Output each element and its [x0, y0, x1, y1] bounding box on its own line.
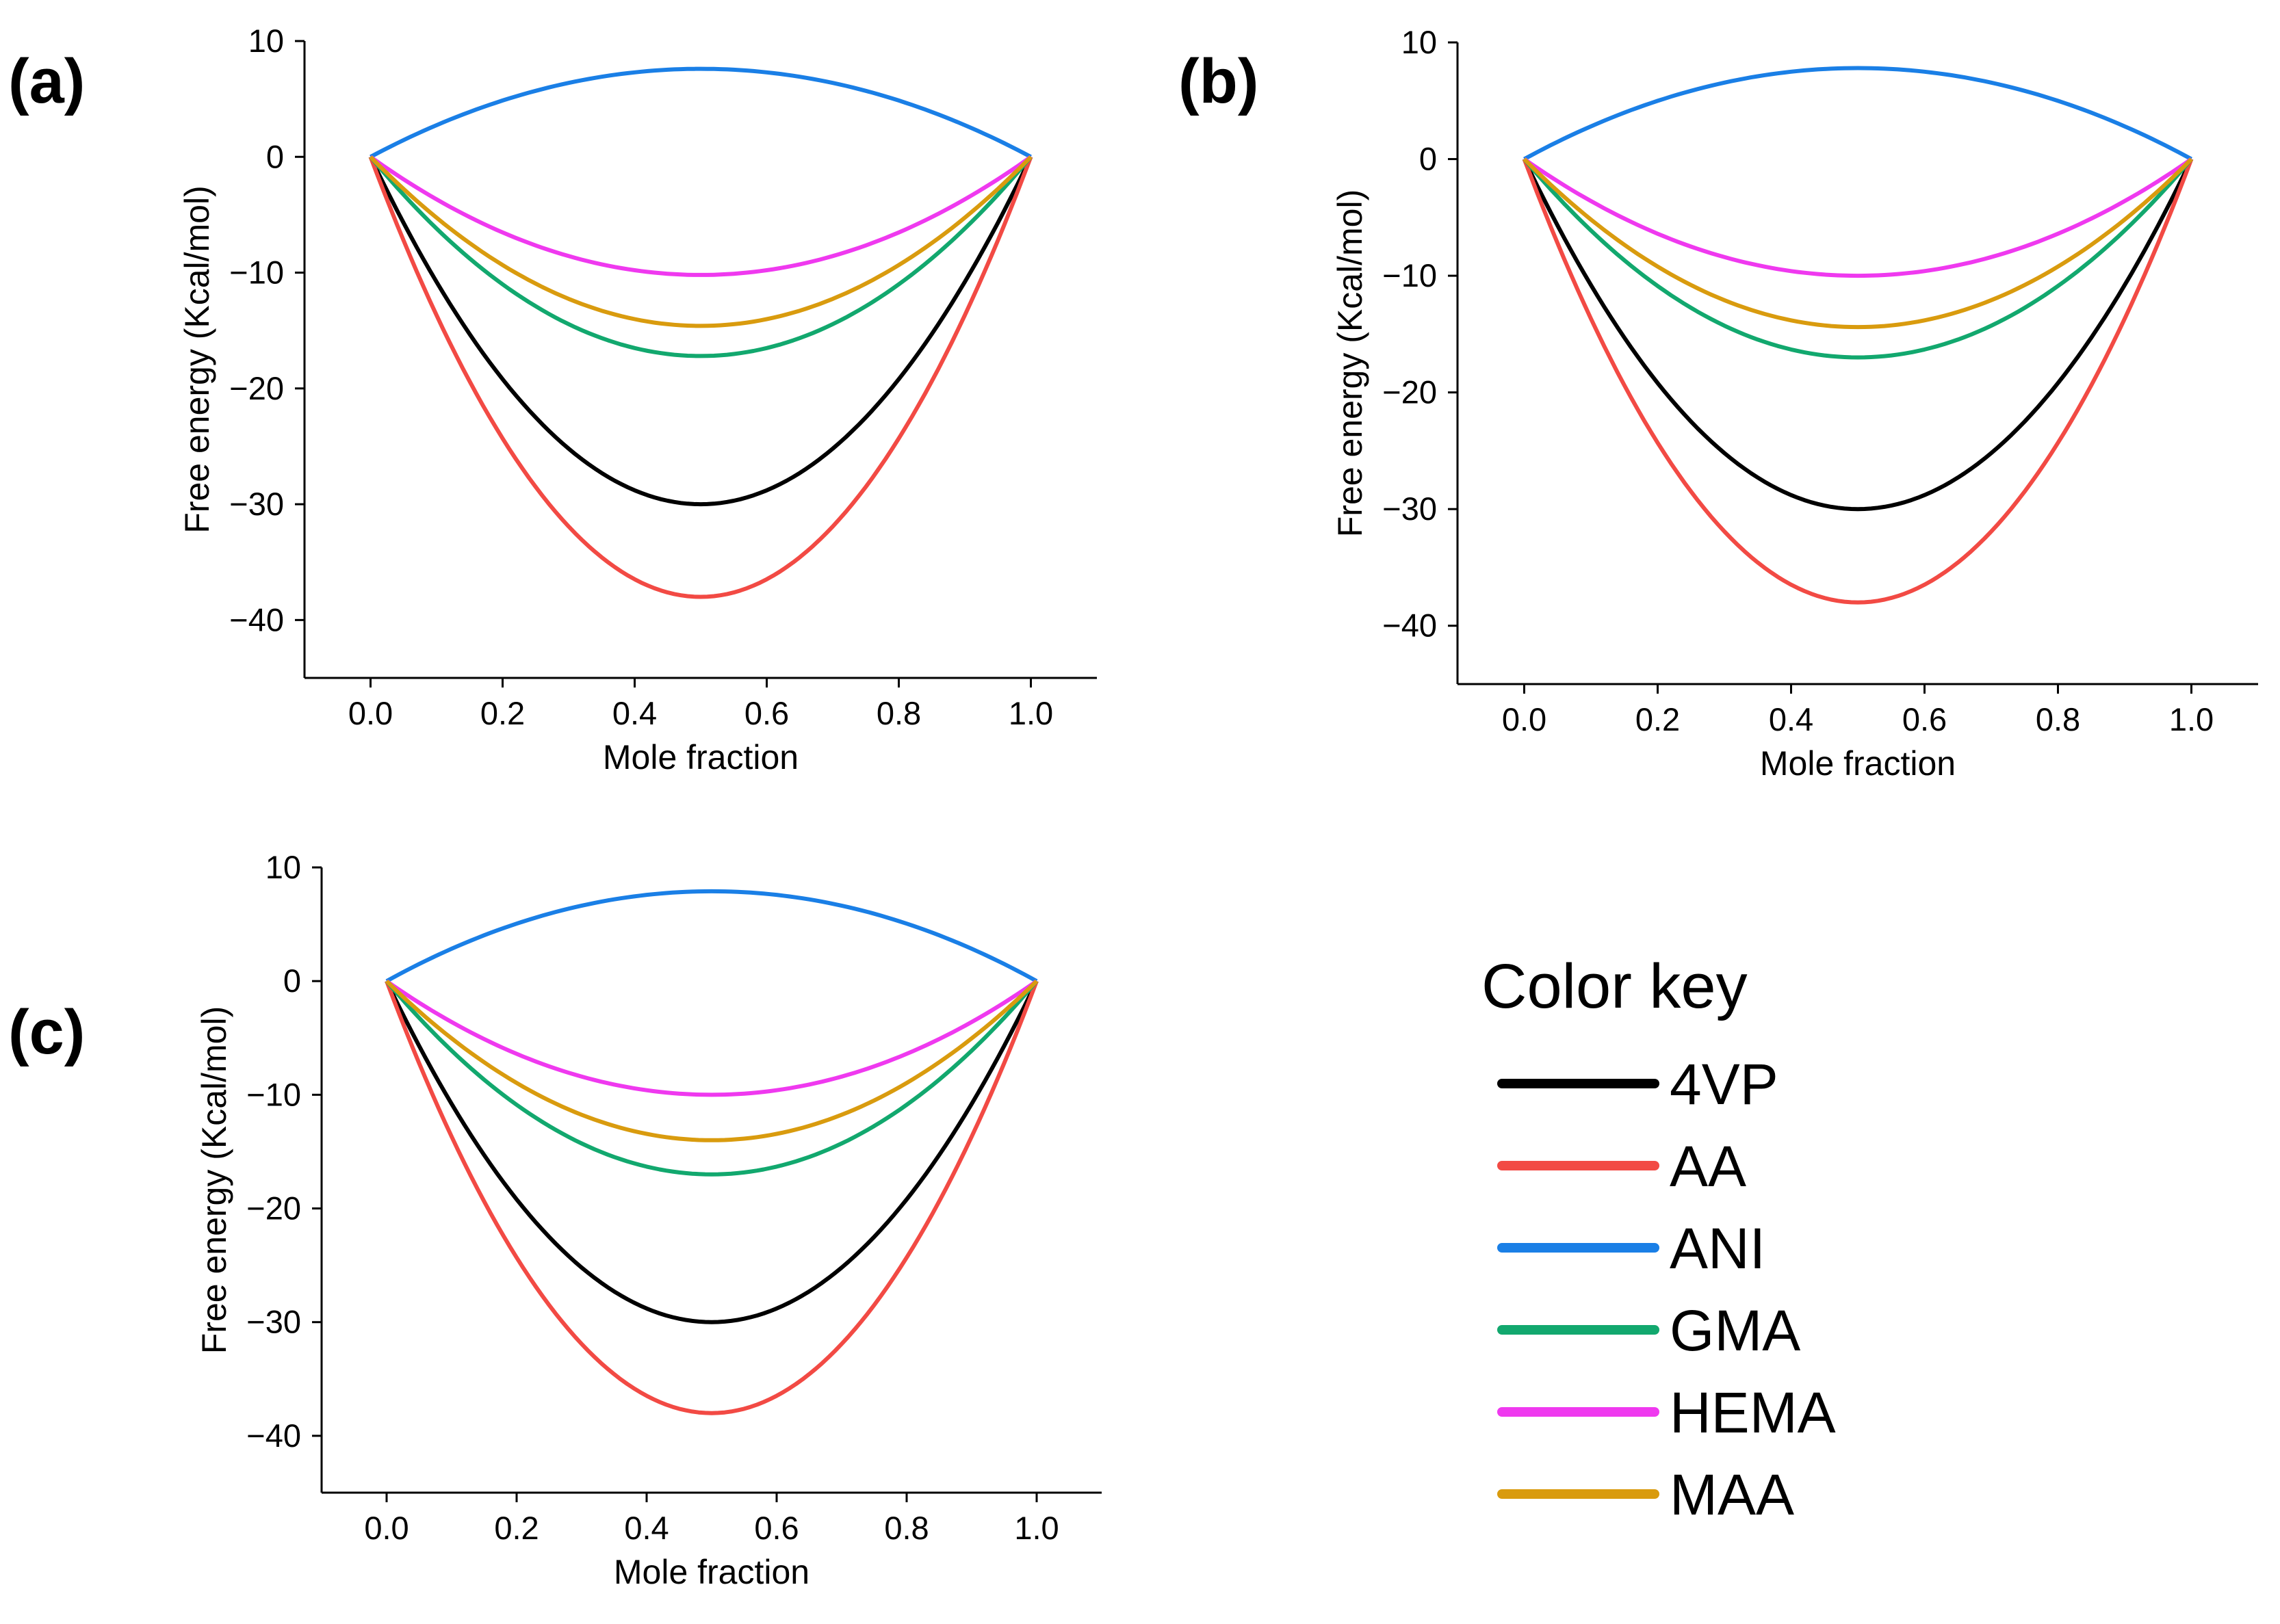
series-line-maa [385, 980, 1039, 1142]
x-tick-label: 0.4 [612, 695, 657, 731]
x-axis-title: Mole fraction [614, 1553, 809, 1591]
series-line-ani [1523, 66, 2192, 161]
x-axis-title: Mole fraction [603, 738, 799, 776]
y-axis-title: Free energy (Kcal/mol) [1331, 189, 1369, 538]
legend-entry-maa: MAA [1497, 1463, 1794, 1527]
series-line-hema [369, 155, 1033, 277]
series-line-gma [369, 155, 1033, 358]
y-tick-label: −10 [246, 1076, 301, 1112]
x-tick-label: 0.6 [754, 1510, 799, 1546]
series-line-ani [370, 66, 1032, 159]
y-tick-label: −20 [229, 370, 284, 406]
y-tick-label: 0 [1419, 141, 1437, 177]
x-tick-label: 0.0 [348, 695, 393, 731]
x-axis-title: Mole fraction [1760, 744, 1956, 783]
y-tick-label: 0 [266, 138, 284, 174]
y-tick-label: −20 [246, 1190, 301, 1227]
series-line-aa [368, 156, 1033, 599]
x-tick-label: 1.0 [1014, 1510, 1059, 1546]
legend-entry-4vp: 4VP [1497, 1052, 1778, 1116]
x-tick-label: 0.8 [2036, 701, 2080, 737]
series-line-hema [385, 979, 1038, 1097]
legend-items: 4VP AA ANI GMA HEMA MAA [1497, 1052, 1836, 1527]
x-tick-label: 0.2 [480, 695, 525, 731]
x-tick-label: 0.2 [494, 1510, 539, 1546]
series-line-4vp [368, 155, 1033, 507]
series-line-maa [1523, 157, 2193, 330]
y-tick-label: −30 [229, 486, 284, 522]
legend-entry-hema: HEMA [1497, 1380, 1836, 1445]
series-line-aa [1522, 158, 2194, 605]
x-tick-label: 1.0 [1009, 695, 1053, 731]
series-line-gma [385, 980, 1039, 1177]
x-tick-label: 0.0 [1502, 701, 1546, 737]
y-tick-label: −40 [229, 601, 284, 638]
chart-panel-2: (b) 0.0 0.2 0.4 0.6 0.8 1.0 10 0 −10 −20 −30 −40 Mole… [1178, 24, 2258, 783]
panel-label: (c) [8, 997, 85, 1067]
legend-label: HEMA [1670, 1380, 1836, 1445]
y-tick-label: 0 [283, 962, 301, 999]
x-tick-label: 0.8 [877, 695, 921, 731]
panel-label: (a) [8, 47, 85, 116]
y-tick-label: 10 [1401, 24, 1437, 60]
legend-entry-ani: ANI [1497, 1216, 1765, 1281]
y-tick-label: −40 [246, 1417, 301, 1454]
y-tick-label: −10 [1382, 257, 1437, 293]
panel-label: (b) [1178, 47, 1258, 116]
legend-label: GMA [1670, 1298, 1800, 1363]
y-tick-label: 10 [248, 23, 284, 59]
y-tick-label: −30 [246, 1304, 301, 1340]
y-tick-label: −10 [229, 254, 284, 291]
x-tick-label: 0.2 [1635, 701, 1680, 737]
series-line-ani [385, 889, 1038, 983]
series-line-hema [1523, 157, 2193, 278]
legend-entry-gma: GMA [1497, 1298, 1800, 1363]
series-line-maa [369, 155, 1033, 328]
y-tick-label: 10 [265, 849, 301, 885]
x-tick-label: 0.6 [744, 695, 789, 731]
x-tick-label: 0.6 [1902, 701, 1947, 737]
series-line-4vp [1522, 158, 2194, 512]
y-tick-label: −20 [1382, 374, 1437, 410]
x-tick-label: 0.8 [884, 1510, 929, 1546]
legend-label: 4VP [1670, 1052, 1778, 1116]
color-key-legend: Color key 4VP AA ANI GMA HEMA MAA [1481, 952, 1836, 1527]
series-line-gma [1523, 157, 2193, 360]
x-tick-label: 0.4 [1769, 701, 1813, 737]
series-line-aa [385, 980, 1039, 1415]
legend-label: ANI [1670, 1216, 1765, 1281]
legend-label: AA [1670, 1134, 1746, 1199]
y-axis-title: Free energy (Kcal/mol) [195, 1006, 233, 1354]
y-tick-label: −40 [1382, 607, 1437, 644]
series-line-4vp [385, 980, 1039, 1324]
y-tick-label: −30 [1382, 490, 1437, 527]
chart-panel-1: (a) 0.0 0.2 0.4 0.6 0.8 1.0 10 0 −10 −20 −30 −40 Mole… [8, 23, 1097, 776]
x-tick-label: 0.4 [624, 1510, 669, 1546]
chart-panels: (a) 0.0 0.2 0.4 0.6 0.8 1.0 10 0 −10 −20 −30 −40 Mole… [8, 23, 2258, 1591]
y-axis-title: Free energy (Kcal/mol) [178, 185, 216, 534]
x-tick-label: 1.0 [2169, 701, 2214, 737]
legend-entry-aa: AA [1497, 1134, 1746, 1199]
chart-panel-3: (c) 0.0 0.2 0.4 0.6 0.8 1.0 10 0 −10 −20 −30 −40 Mole… [8, 849, 1102, 1591]
x-tick-label: 0.0 [364, 1510, 409, 1546]
legend-label: MAA [1670, 1463, 1794, 1527]
legend-title: Color key [1481, 952, 1748, 1021]
